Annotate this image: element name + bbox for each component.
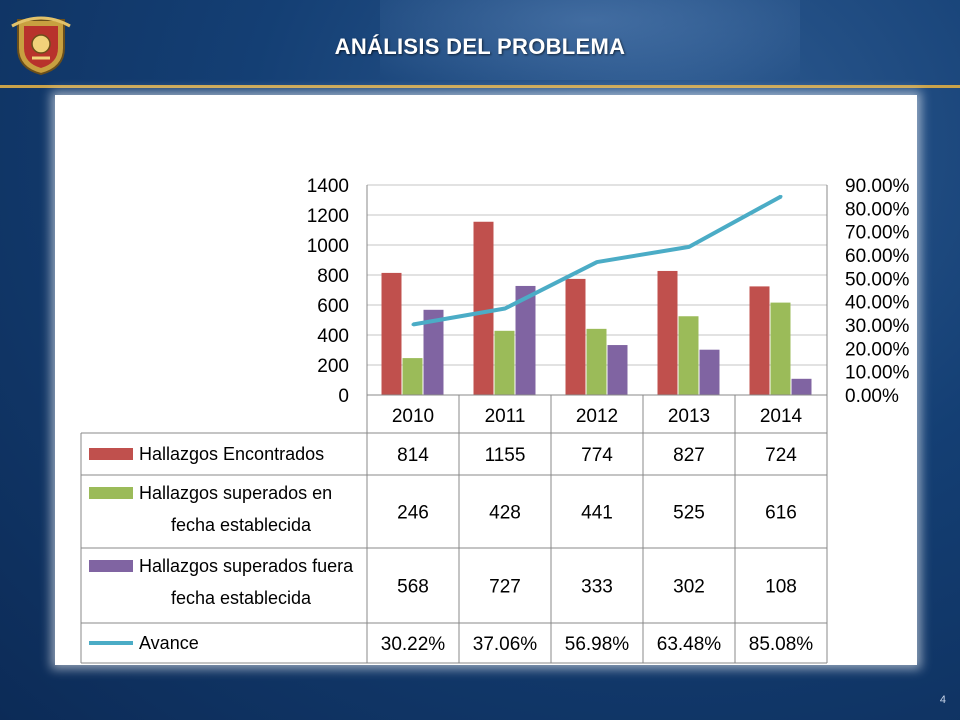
bar: [381, 272, 402, 395]
y-axis-tick-label: 1200: [307, 206, 349, 227]
avance-point: [779, 194, 783, 198]
avance-point: [503, 307, 507, 311]
data-table-value: 774: [581, 445, 613, 466]
x-axis-category-label: 2012: [576, 406, 618, 427]
x-axis-category-label: 2011: [485, 406, 526, 427]
legend-label: Hallazgos Encontrados: [139, 444, 324, 464]
data-table-value: 525: [673, 503, 705, 524]
legend-label: Hallazgos superados en: [139, 483, 332, 503]
y2-axis-tick-label: 80.00%: [845, 199, 910, 220]
data-table-value: 56.98%: [565, 634, 630, 655]
navy-emblem-logo: [10, 12, 72, 78]
avance-point: [595, 260, 599, 264]
bar: [423, 309, 444, 395]
data-table-value: 85.08%: [749, 634, 814, 655]
bar: [678, 316, 699, 395]
data-table-value: 616: [765, 503, 797, 524]
y-axis-tick-label: 400: [317, 326, 349, 347]
y2-axis-tick-label: 0.00%: [845, 386, 899, 407]
y-axis-tick-label: 200: [317, 356, 349, 377]
avance-point: [687, 245, 691, 249]
legend-label: fecha establecida: [171, 588, 312, 608]
page-number: 4: [939, 694, 946, 706]
data-table-value: 1155: [485, 445, 526, 466]
y2-axis-tick-label: 90.00%: [845, 176, 910, 197]
bar: [607, 345, 628, 395]
y2-axis-tick-label: 20.00%: [845, 339, 910, 360]
bar: [770, 302, 791, 395]
legend-swatch: [89, 448, 133, 460]
legend-label: Hallazgos superados fuera: [139, 556, 354, 576]
data-table-value: 441: [581, 503, 613, 524]
y2-axis-tick-label: 30.00%: [845, 316, 910, 337]
y-axis-tick-label: 0: [338, 386, 349, 407]
data-table-value: 30.22%: [381, 634, 446, 655]
y2-axis-tick-label: 50.00%: [845, 269, 910, 290]
data-table-value: 827: [673, 445, 705, 466]
bar: [402, 358, 423, 395]
avance-point: [411, 322, 415, 326]
bar: [565, 278, 586, 395]
legend-swatch: [89, 560, 133, 572]
y-axis-tick-label: 800: [317, 266, 349, 287]
data-table-value: 727: [489, 577, 521, 598]
bar: [473, 221, 494, 395]
legend-swatch: [89, 487, 133, 499]
y-axis-tick-label: 1000: [307, 236, 349, 257]
header-divider: [0, 85, 960, 88]
data-table-value: 568: [397, 577, 429, 598]
data-table-value: 814: [397, 445, 429, 466]
bar: [657, 270, 678, 395]
y-axis-tick-label: 600: [317, 296, 349, 317]
y2-axis-tick-label: 70.00%: [845, 223, 910, 244]
y2-axis-tick-label: 40.00%: [845, 293, 910, 314]
bar: [494, 330, 515, 395]
x-axis-category-label: 2013: [668, 406, 710, 427]
x-axis-category-label: 2014: [760, 406, 803, 427]
data-table-value: 302: [673, 577, 705, 598]
x-axis-category-label: 2010: [392, 406, 434, 427]
chart-panel: 1400 1200 1000 800 600 400 200 0 90.00% 80.00% 70.…: [55, 95, 917, 665]
combo-chart: 1400 1200 1000 800 600 400 200 0 90.00%80.00% 70.…: [80, 176, 910, 664]
bar: [515, 285, 536, 395]
page-title: ANÁLISIS DEL PROBLEMA: [334, 34, 626, 59]
bar: [699, 349, 720, 395]
data-table-value: 108: [765, 577, 797, 598]
data-table-value: 724: [765, 445, 797, 466]
y2-axis-tick-label: 10.00%: [845, 363, 910, 384]
data-table-value: 428: [489, 503, 521, 524]
bar: [749, 286, 770, 395]
data-table-value: 37.06%: [473, 634, 538, 655]
y2-axis-tick-label: 60.00%: [845, 246, 910, 267]
legend-label: fecha establecida: [171, 515, 312, 535]
data-table-value: 246: [397, 503, 429, 524]
bar: [791, 378, 812, 395]
data-table-value: 63.48%: [657, 634, 722, 655]
bar: [586, 328, 607, 395]
legend-label: Avance: [139, 633, 199, 653]
data-table-value: 333: [581, 577, 613, 598]
y-axis-tick-label: 1400: [307, 176, 349, 197]
